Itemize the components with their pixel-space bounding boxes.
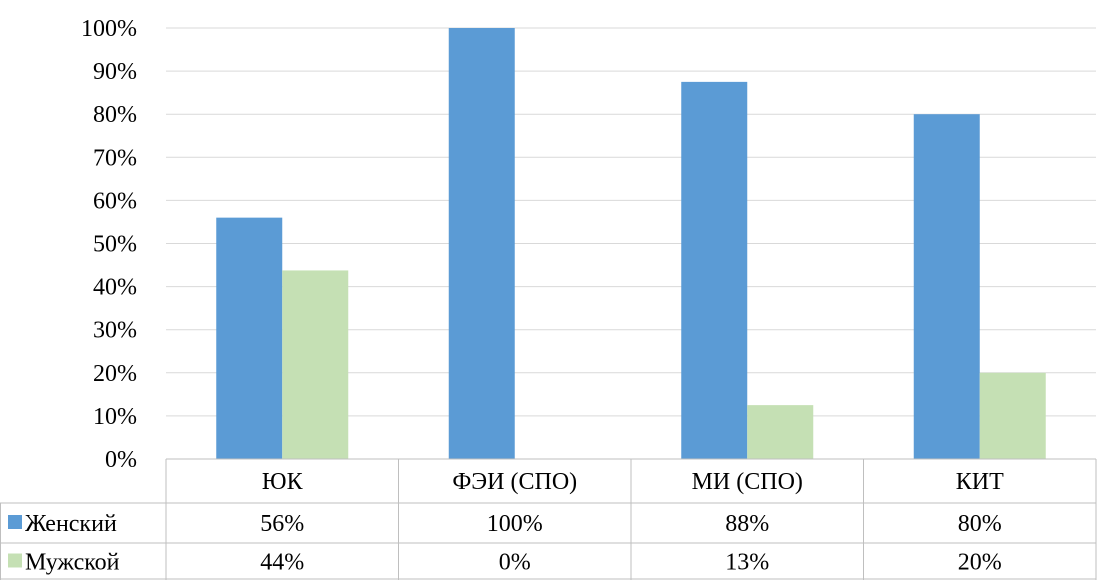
data-cell: 100% [487,511,543,537]
y-tick-label: 70% [93,145,137,171]
y-tick-label: 40% [93,275,137,301]
data-cell: 80% [958,511,1002,537]
y-tick-label: 80% [93,102,137,128]
bar [282,270,349,459]
data-cell: 88% [725,511,769,537]
bar [216,217,283,459]
bar [913,114,980,459]
category-label: МИ (СПО) [692,469,803,495]
data-table: ЮК ФЭИ (СПО) МИ (СПО) КИТ Женский 56% 100% 88% 8… [0,458,1097,580]
y-tick-label: 100% [81,16,137,42]
data-cell: 56% [260,511,304,537]
y-tick-label: 20% [93,361,137,387]
y-tick-label: 30% [93,318,137,344]
data-cell: 20% [958,550,1002,576]
legend-series-name: Мужской [25,550,120,576]
legend-swatch [8,515,22,529]
y-tick-label: 0% [105,447,137,473]
bars [216,28,1046,459]
data-cell: 0% [499,550,531,576]
y-tick-label: 90% [93,59,137,85]
data-cell: 44% [260,550,304,576]
bar [681,81,748,459]
category-label: ФЭИ (СПО) [452,469,577,495]
y-tick-label: 50% [93,232,137,258]
y-tick-label: 60% [93,188,137,214]
legend-swatch [8,553,22,568]
y-tick-label: 10% [93,404,137,430]
y-axis-ticks: 0% 10% 20% 30% 40% 50% 60% 70% 80% 90% 100% [81,16,137,473]
legend-series-name: Женский [25,511,117,537]
data-cell: 13% [725,550,769,576]
bar [747,405,814,459]
category-label: КИТ [956,469,1004,495]
category-label: ЮК [262,469,304,495]
bar [979,372,1046,459]
bar [448,28,515,459]
